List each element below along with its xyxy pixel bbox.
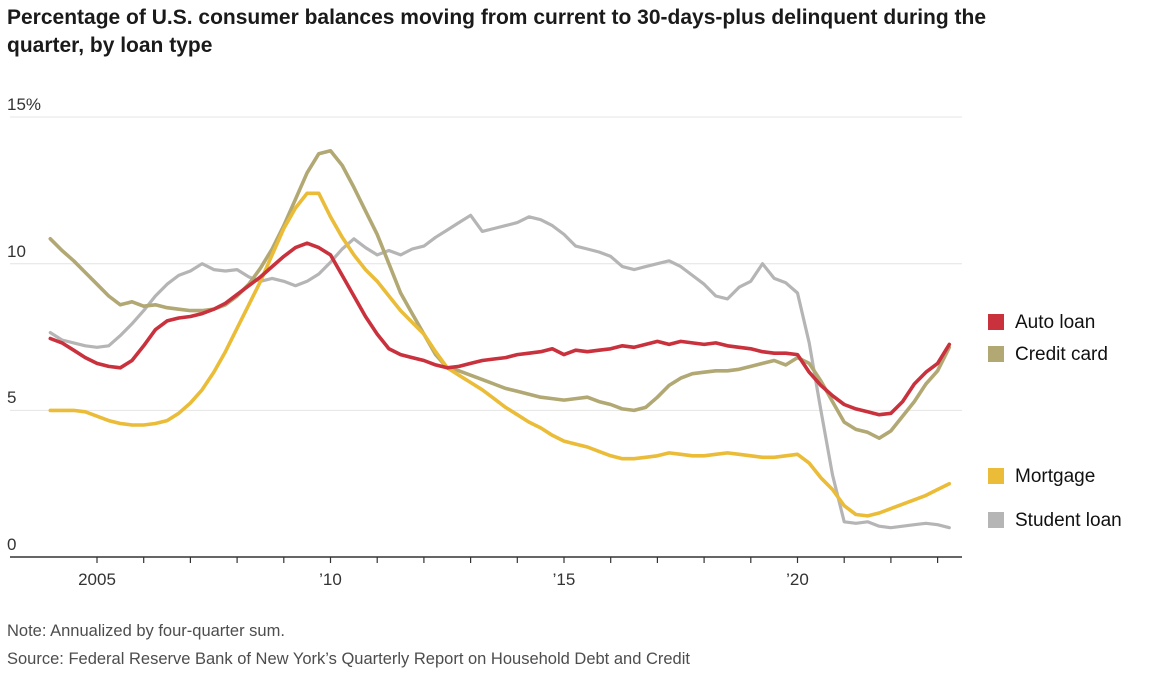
y-tick-label-15: 15% — [7, 95, 42, 115]
legend-label-mortgage: Mortgage — [1015, 466, 1096, 487]
legend-group-top: Auto loan Credit card — [988, 312, 1108, 376]
legend-item-credit-card: Credit card — [988, 344, 1108, 376]
legend-swatch-student-loan — [988, 512, 1004, 528]
legend-swatch-mortgage — [988, 468, 1004, 484]
legend-swatch-credit-card — [988, 346, 1004, 362]
series-line-mortgage — [48, 191, 952, 518]
legend-item-student-loan: Student loan — [988, 510, 1122, 554]
x-tick-label-2020: ’20 — [786, 570, 809, 589]
legend-label-auto-loan: Auto loan — [1015, 312, 1096, 333]
legend-item-auto-loan: Auto loan — [988, 312, 1108, 344]
note-text: Note: Annualized by four-quarter sum. — [7, 622, 285, 640]
series-line-credit-card — [48, 149, 952, 441]
x-tick-label-2015: ’15 — [552, 570, 576, 589]
legend-label-student-loan: Student loan — [1015, 510, 1122, 531]
x-tick-label-2005: 2005 — [78, 570, 116, 589]
legend-swatch-auto-loan — [988, 314, 1004, 330]
legend-label-credit-card: Credit card — [1015, 344, 1108, 365]
y-tick-label-5: 5 — [7, 388, 17, 408]
legend-item-mortgage: Mortgage — [988, 466, 1122, 510]
series-line-student-loan — [48, 213, 951, 530]
legend-group-bottom: Mortgage Student loan — [988, 466, 1122, 554]
y-tick-label-10: 10 — [7, 241, 26, 261]
x-tick-label-2010: ’10 — [319, 570, 342, 589]
chart-title: Percentage of U.S. consumer balances mov… — [7, 6, 987, 58]
source-text: Source: Federal Reserve Bank of New York… — [7, 650, 690, 668]
series-line-auto-loan — [48, 241, 952, 417]
y-tick-label-0: 0 — [7, 535, 17, 554]
